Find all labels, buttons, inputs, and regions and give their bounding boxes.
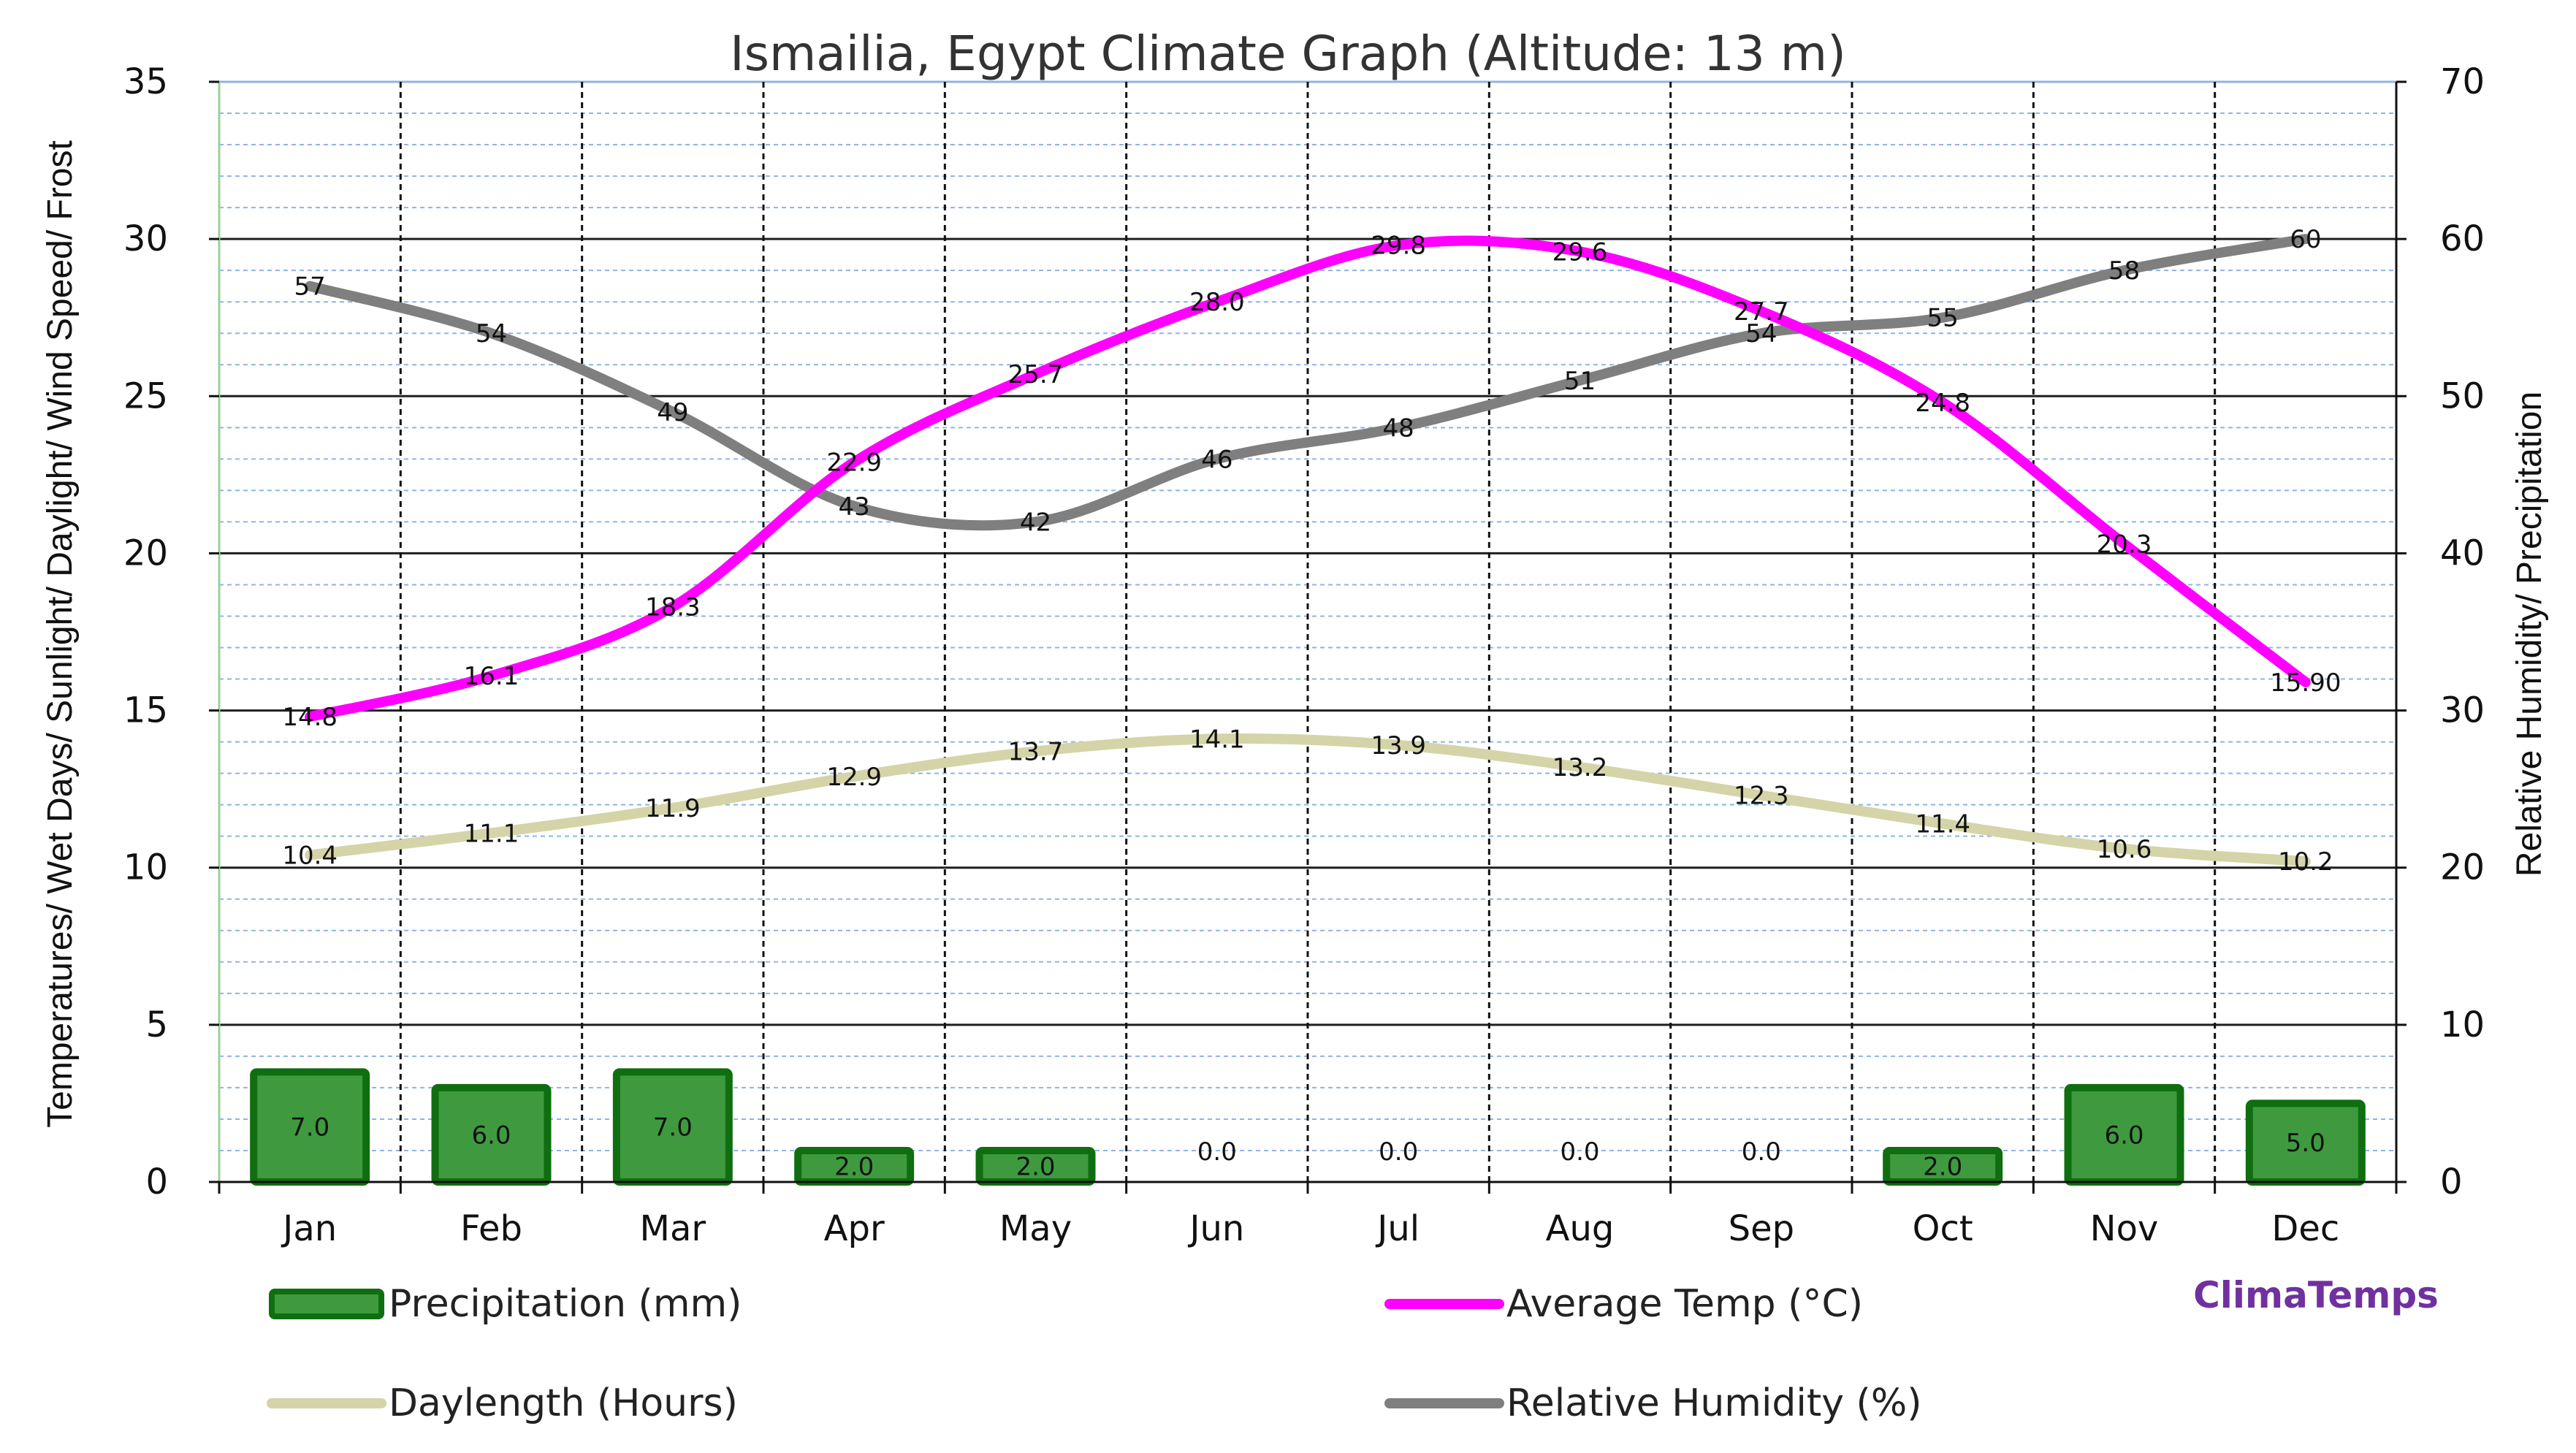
x-tick-label: Oct — [1913, 1208, 1973, 1249]
right-y-tick-label: 0 — [2440, 1162, 2463, 1202]
humidity-data-label: 42 — [1020, 508, 1051, 537]
precipitation-data-label: 2.0 — [834, 1152, 874, 1181]
avg-temp-legend-label: Average Temp (°C) — [1506, 1282, 1863, 1326]
right-y-tick-label: 10 — [2440, 1004, 2485, 1045]
left-y-tick-label: 25 — [123, 375, 168, 416]
precipitation-data-label: 7.0 — [290, 1113, 329, 1143]
daylength-data-label: 12.9 — [826, 763, 882, 792]
right-y-tick-label: 70 — [2440, 61, 2485, 102]
left-y-tick-label: 10 — [123, 847, 168, 888]
left-y-tick-label: 35 — [123, 61, 168, 102]
precipitation-data-label: 0.0 — [1560, 1137, 1599, 1167]
precipitation-bars — [250, 1068, 2366, 1186]
right-axis-title: Relative Humidity/ Precipitation — [2510, 392, 2549, 877]
precipitation-data-label: 2.0 — [1923, 1152, 1962, 1181]
series-lines — [305, 234, 2311, 867]
x-tick-label: Nov — [2090, 1208, 2159, 1249]
precipitation-legend-label: Precipitation (mm) — [389, 1282, 742, 1326]
daylength-data-label: 13.2 — [1552, 753, 1608, 782]
daylength-data-label: 11.4 — [1915, 809, 1970, 839]
daylength-data-label: 11.9 — [645, 794, 701, 823]
avg-temp-data-label: 27.7 — [1734, 297, 1789, 327]
left-y-tick-label: 0 — [145, 1162, 168, 1202]
right-y-tick-label: 60 — [2440, 218, 2485, 259]
humidity-data-label: 54 — [1745, 319, 1777, 348]
daylength-data-label: 13.7 — [1008, 738, 1064, 767]
x-tick-label: Jun — [1187, 1208, 1244, 1249]
precipitation-data-label: 0.0 — [1379, 1137, 1418, 1167]
precipitation-data-label: 6.0 — [471, 1121, 511, 1150]
avg-temp-data-label: 18.3 — [645, 593, 701, 622]
humidity-data-label: 51 — [1564, 367, 1596, 396]
precipitation-data-label: 7.0 — [653, 1113, 693, 1143]
x-tick-label: Aug — [1546, 1208, 1615, 1249]
precipitation-data-label: 2.0 — [1015, 1152, 1055, 1181]
avg-temp-data-label: 22.9 — [826, 449, 882, 478]
avg-temp-line — [305, 235, 2311, 722]
daylength-data-label: 11.1 — [464, 819, 519, 848]
daylength-data-label: 10.4 — [282, 842, 338, 871]
humidity-data-label: 49 — [657, 398, 688, 427]
x-tick-label: Feb — [460, 1208, 522, 1249]
x-tick-label: Jul — [1375, 1208, 1420, 1249]
avg-temp-data-label: 16.1 — [464, 662, 519, 691]
humidity-data-label: 43 — [839, 492, 870, 522]
daylength-legend-label: Daylength (Hours) — [389, 1381, 738, 1425]
brand-logo-text: ClimaTemps — [2193, 1274, 2439, 1316]
precipitation-data-label: 0.0 — [1197, 1137, 1237, 1167]
chart-title: Ismailia, Egypt Climate Graph (Altitude:… — [730, 26, 1846, 82]
x-tick-label: Apr — [824, 1208, 885, 1249]
left-y-tick-label: 15 — [123, 690, 168, 731]
humidity-data-label: 46 — [1201, 445, 1232, 474]
daylength-data-label: 10.6 — [2097, 835, 2152, 864]
left-y-tick-label: 30 — [123, 218, 168, 259]
avg-temp-data-label: 20.3 — [2097, 530, 2152, 560]
humidity-line — [305, 234, 2311, 531]
humidity-data-label: 54 — [476, 319, 507, 348]
plot-area: 7.0 6.0 7.0 2.0 2.0 0.0 0.0 0.0 0.0 2.0 6.0 5.0 10.4… — [123, 61, 2485, 1249]
x-axis-ticks: Jan Feb Mar Apr May Jun Jul Aug Sep Oct Nov Dec — [218, 1182, 2398, 1249]
left-y-axis-ticks: 0 5 10 15 20 25 30 35 — [123, 61, 219, 1202]
daylength-data-label: 13.9 — [1371, 731, 1426, 760]
avg-temp-data-label: 25.7 — [1008, 360, 1064, 389]
precipitation-data-label: 5.0 — [2286, 1129, 2325, 1158]
daylength-data-label: 10.2 — [2278, 847, 2333, 877]
legend: Precipitation (mm) Average Temp (°C) Dayle… — [267, 1282, 1922, 1425]
avg-temp-data-label: 29.8 — [1371, 232, 1426, 261]
precipitation-data-label: 0.0 — [1742, 1137, 1781, 1167]
right-y-axis-ticks: 0 10 20 30 40 50 60 70 — [2396, 61, 2485, 1202]
daylength-data-label: 12.3 — [1734, 782, 1789, 811]
humidity-data-label: 55 — [1927, 304, 1959, 333]
avg-temp-data-label: 14.8 — [282, 703, 338, 732]
avg-temp-data-label: 28.0 — [1189, 288, 1245, 317]
humidity-data-label: 57 — [294, 272, 326, 302]
right-y-tick-label: 20 — [2440, 847, 2485, 888]
left-y-tick-label: 20 — [123, 533, 168, 573]
x-tick-label: Sep — [1729, 1208, 1794, 1249]
x-tick-label: Mar — [640, 1208, 706, 1249]
right-y-tick-label: 30 — [2440, 690, 2485, 731]
daylength-data-label: 14.1 — [1189, 725, 1245, 754]
humidity-legend-label: Relative Humidity (%) — [1506, 1381, 1922, 1425]
daylength-line — [305, 733, 2311, 867]
x-tick-label: Jan — [281, 1208, 337, 1249]
left-y-tick-label: 5 — [145, 1004, 168, 1045]
data-labels: 7.0 6.0 7.0 2.0 2.0 0.0 0.0 0.0 0.0 2.0 6.0 5.0 10.4… — [282, 225, 2341, 1181]
precipitation-legend-swatch — [269, 1289, 384, 1319]
x-tick-label: Dec — [2271, 1208, 2339, 1249]
right-y-tick-label: 50 — [2440, 375, 2485, 416]
humidity-data-label: 60 — [2290, 225, 2321, 254]
avg-temp-data-label: 29.6 — [1552, 237, 1608, 267]
avg-temp-data-label: 15.90 — [2270, 668, 2341, 698]
precipitation-data-label: 6.0 — [2104, 1121, 2144, 1150]
left-axis-title: Temperatures/ Wet Days/ Sunlight/ Daylig… — [41, 140, 80, 1128]
right-y-tick-label: 40 — [2440, 533, 2485, 573]
humidity-data-label: 58 — [2108, 256, 2140, 286]
x-tick-label: May — [999, 1208, 1072, 1249]
humidity-data-label: 48 — [1383, 413, 1414, 443]
avg-temp-data-label: 24.8 — [1915, 389, 1970, 418]
